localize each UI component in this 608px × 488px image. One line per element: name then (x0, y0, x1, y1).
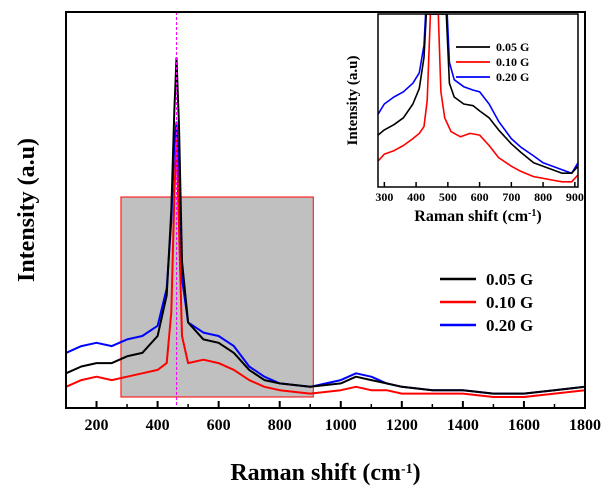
inset-legend-label: 0.05 G (496, 40, 529, 54)
inset-x-axis-label-sup: -1 (528, 208, 536, 219)
highlight-region (120, 196, 314, 398)
inset-series-line (378, 14, 578, 183)
inset-x-tick-label: 400 (407, 190, 425, 204)
inset-x-tick-label: 600 (471, 190, 489, 204)
main-x-tick-label: 1200 (386, 417, 418, 434)
inset-x-axis-label-close: ) (536, 208, 541, 225)
inset-x-axis-label-text: Raman shift (cm (414, 208, 528, 225)
main-x-tick-label: 1600 (508, 417, 540, 434)
inset-legend-label: 0.20 G (496, 70, 529, 84)
inset-series-line (378, 14, 578, 174)
main-x-axis-label-text: Raman shift (cm (230, 460, 401, 486)
main-series-line (65, 138, 586, 398)
inset-frame (377, 13, 579, 188)
inset-x-tick-label: 800 (534, 190, 552, 204)
main-legend-label: 0.10 G (486, 293, 533, 312)
main-y-axis-label: Intensity (a.u) (14, 138, 40, 282)
main-legend-label: 0.05 G (486, 270, 533, 289)
main-x-axis-label-close: ) (413, 460, 421, 486)
inset-x-tick-label: 900 (566, 190, 584, 204)
main-x-axis-label-sup: -1 (401, 462, 413, 477)
main-x-axis-label: Raman shift (cm-1) (230, 460, 420, 486)
main-x-tick-label: 600 (207, 417, 231, 434)
main-plot-frame (65, 11, 586, 409)
inset-background (378, 14, 578, 187)
inset-series-group (378, 14, 578, 183)
inset-series-line (378, 14, 578, 174)
inset-plot: 300 400 500 600 700 800 900 Raman shift (cm-1) I… (345, 13, 584, 226)
main-x-tick-label: 800 (268, 417, 292, 434)
inset-x-axis-label: Raman shift (cm-1) (414, 208, 541, 226)
main-x-tick-label: 200 (85, 417, 109, 434)
main-series-line (65, 57, 586, 395)
inset-legend-label: 0.10 G (496, 55, 529, 69)
main-legend-label: 0.20 G (486, 316, 533, 335)
main-plot: 200 400 600 800 1000 1200 1400 1600 1800 Raman sh… (14, 11, 601, 486)
inset-x-tick-label: 500 (439, 190, 457, 204)
inset-y-axis-label: Intensity (a.u) (345, 55, 361, 145)
inset-x-tick-label: 300 (375, 190, 393, 204)
main-x-tick-label: 1400 (447, 417, 479, 434)
main-x-tick-label: 1800 (569, 417, 601, 434)
main-x-tick-label: 1000 (325, 417, 357, 434)
main-x-tick-label: 400 (146, 417, 170, 434)
inset-x-tick-label: 700 (502, 190, 520, 204)
